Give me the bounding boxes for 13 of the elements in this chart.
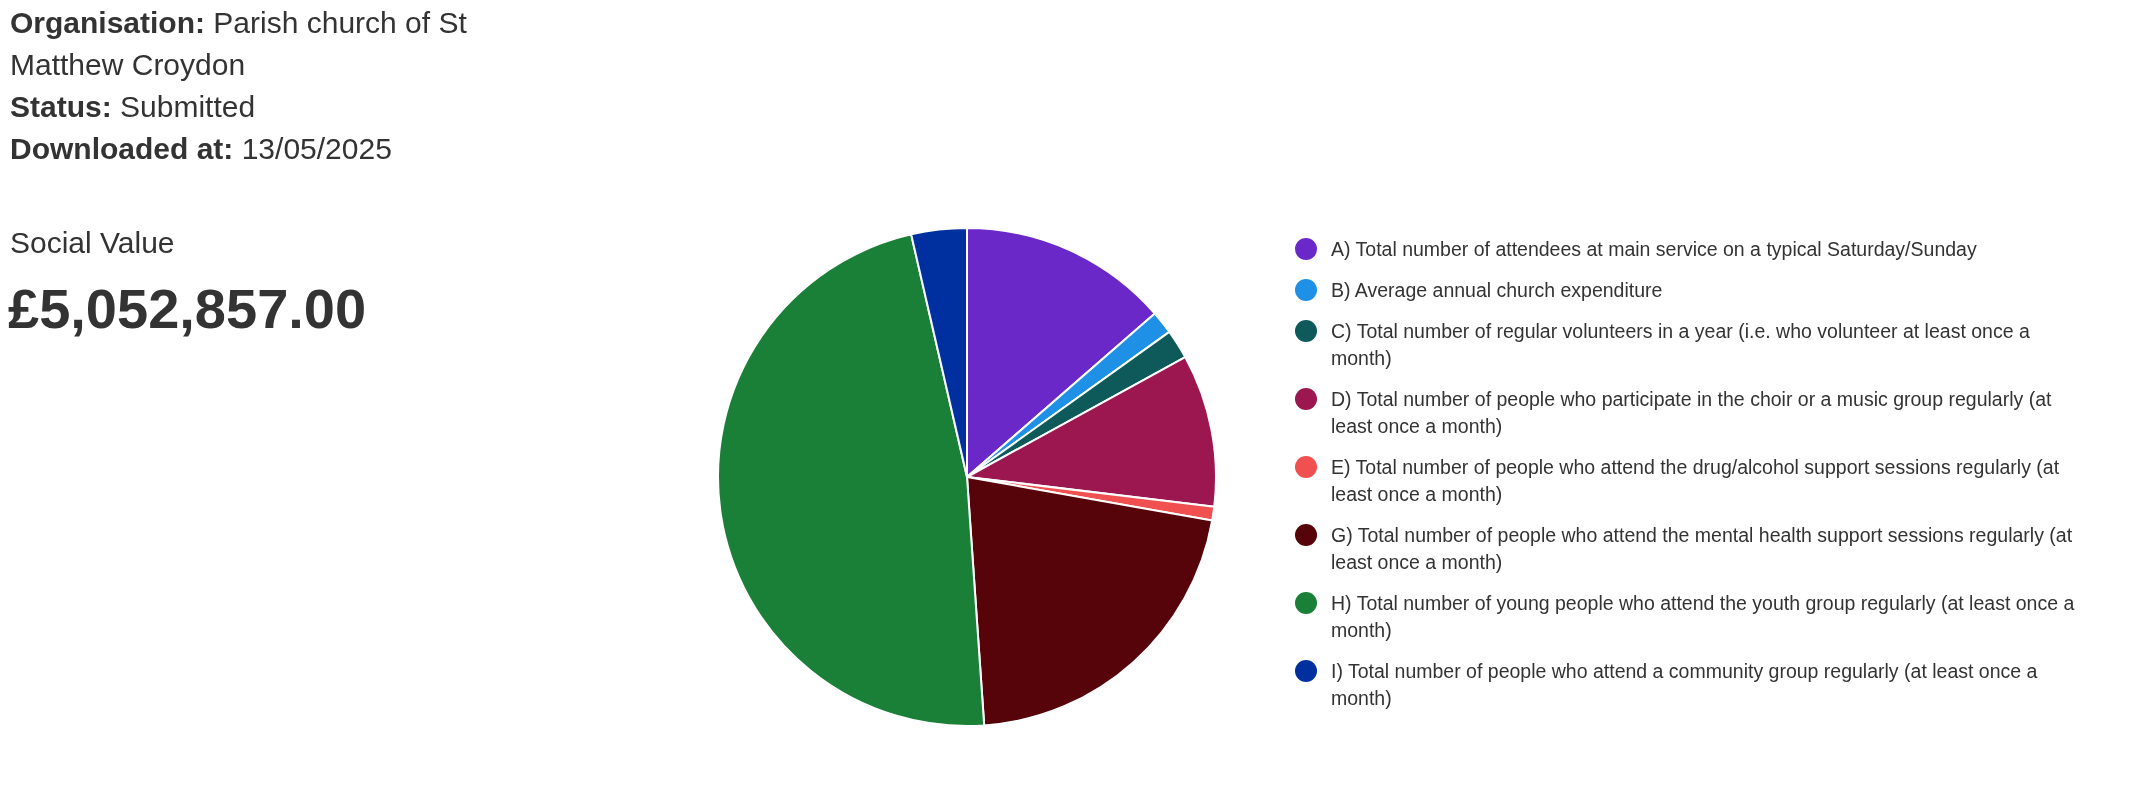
text: Status: Submitted (10, 89, 257, 125)
legend-label: E) Total number of people who attend the drug/alcohol support sessions regularly (at least once a month) (1331, 455, 2061, 507)
legend-label: H) Total number of young people who attend the youth group regularly (at least once a month) (1331, 591, 2076, 643)
legend-label: D) Total number of people who participate in the choir or a music group regularly (at least once a month) (1331, 387, 2053, 439)
legend-label: G) Total number of people who attend the mental health support sessions regularly (at least once a month) (1331, 523, 2074, 575)
legend-label: C) Total number of regular volunteers in a year (i.e. who volunteer at least once a month) (1331, 319, 2031, 371)
text: Social Value (10, 226, 175, 260)
legend-label: B) Average annual church expenditure (1331, 278, 1663, 303)
text: £5,052,857.00 (8, 276, 367, 341)
legend-label: A) Total number of attendees at main service on a typical Saturday/Sunday (1331, 237, 1977, 262)
text: Organisation: Parish church of St Matthew Croydon (10, 5, 468, 83)
text: Downloaded at: 13/05/2025 (10, 131, 393, 167)
legend-label: I) Total number of people who attend a community group regularly (at least once a month) (1331, 659, 2039, 711)
